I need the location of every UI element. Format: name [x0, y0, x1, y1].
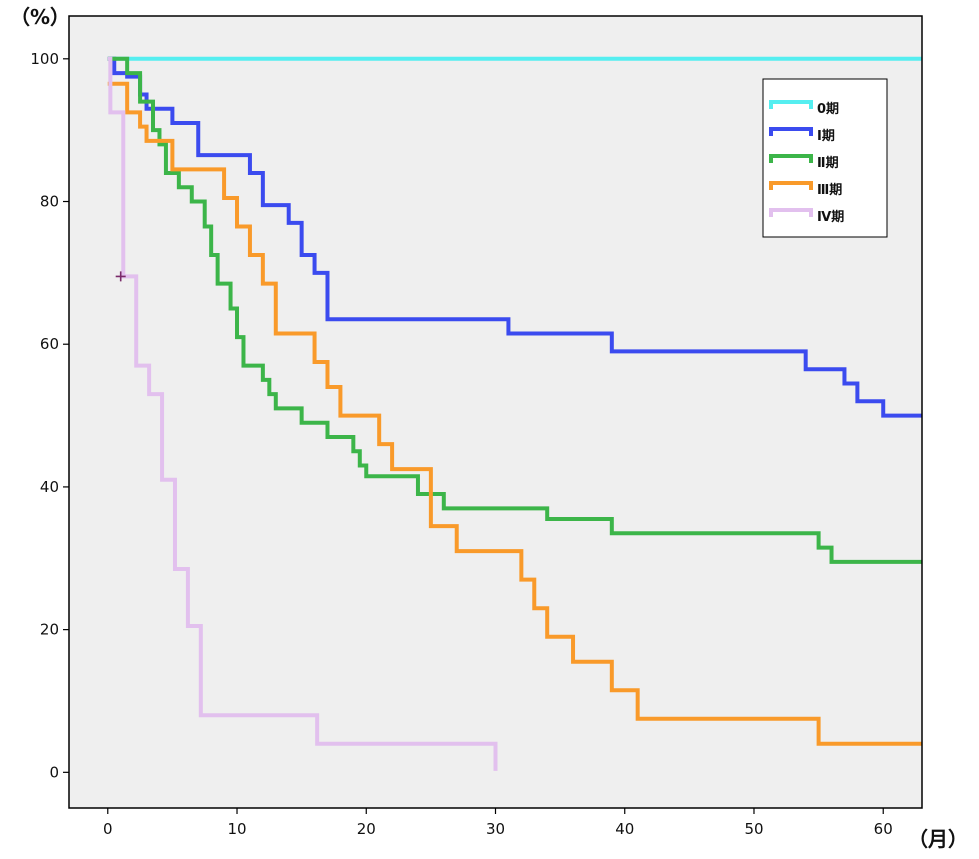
axis-layer: 0 20 40 60 80 100 0 10 20 30 40 50 60 — [30, 50, 892, 838]
series-line-3 — [107, 81, 922, 746]
series-line-2 — [107, 56, 922, 564]
x-axis-unit-label: （月） — [908, 827, 968, 851]
legend: 0期 Ⅰ期 Ⅱ期 Ⅲ期 Ⅳ期 — [762, 78, 888, 238]
legend-swatch — [769, 100, 813, 109]
legend-swatch — [769, 154, 813, 163]
y-tick-label: 100 — [30, 50, 59, 68]
legend-label: 0期 — [817, 102, 839, 117]
x-tick-label: 20 — [357, 820, 376, 838]
censor-mark — [115, 271, 126, 282]
series-layer — [107, 56, 922, 771]
x-tick-label: 50 — [744, 820, 763, 838]
legend-swatch — [769, 181, 813, 190]
series-line-4 — [107, 56, 498, 771]
y-tick-label: 20 — [40, 621, 59, 639]
legend-label: Ⅳ期 — [817, 210, 844, 225]
x-tick-label: 10 — [227, 820, 246, 838]
y-axis-unit-label: （%） — [10, 5, 70, 29]
x-tick-label: 60 — [874, 820, 893, 838]
x-tick-label: 30 — [486, 820, 505, 838]
legend-label: Ⅲ期 — [817, 183, 842, 198]
x-tick-label: 0 — [103, 820, 113, 838]
y-tick-label: 60 — [40, 335, 59, 353]
legend-swatch — [769, 127, 813, 136]
legend-swatch — [769, 208, 813, 217]
y-tick-label: 80 — [40, 193, 59, 211]
legend-label: Ⅰ期 — [817, 129, 835, 144]
x-tick-label: 40 — [615, 820, 634, 838]
y-tick-label: 0 — [49, 763, 59, 781]
y-tick-label: 40 — [40, 478, 59, 496]
series-line-1 — [107, 56, 922, 418]
legend-label: Ⅱ期 — [817, 156, 839, 171]
